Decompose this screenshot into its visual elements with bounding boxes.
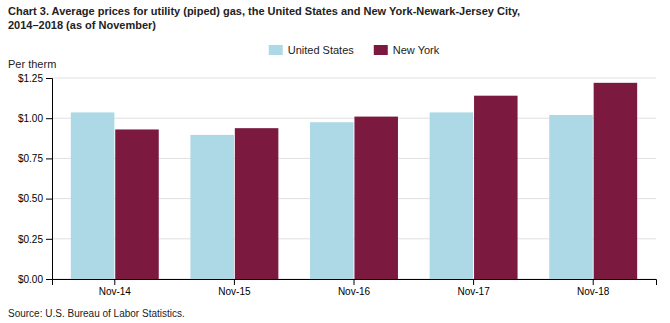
x-tick-label: Nov-16 bbox=[338, 286, 371, 297]
y-tick-label: $1.25 bbox=[18, 73, 43, 84]
x-tick: Nov-16 bbox=[338, 279, 371, 297]
y-label: Per therm bbox=[8, 58, 56, 70]
bar bbox=[190, 135, 234, 279]
y-tick-label: $0.50 bbox=[18, 193, 43, 204]
y-tick-mark bbox=[46, 158, 52, 159]
legend-swatch bbox=[269, 45, 283, 55]
legend: United States New York bbox=[269, 44, 440, 56]
legend-item: New York bbox=[374, 44, 440, 56]
grid bbox=[52, 78, 656, 279]
bar bbox=[594, 83, 638, 279]
y-tick-label: $1.00 bbox=[18, 113, 43, 124]
legend-label: New York bbox=[393, 44, 440, 56]
x-tick-label: Nov-18 bbox=[577, 286, 610, 297]
bar bbox=[354, 117, 398, 279]
title-line: Chart 3. Average prices for utility (pip… bbox=[8, 5, 520, 17]
legend-label: United States bbox=[288, 44, 355, 56]
y-tick-label: $0.25 bbox=[18, 234, 43, 245]
y-tick-label: $0.00 bbox=[18, 274, 43, 285]
y-axis: $0.00 $0.25 $0.50 $0.75 $1.00 $1.25 bbox=[18, 73, 53, 285]
y-tick: $0.50 bbox=[18, 193, 52, 204]
x-tick: Nov-18 bbox=[577, 279, 610, 297]
x-tick: Nov-17 bbox=[457, 279, 490, 297]
x-tick-mark bbox=[234, 279, 235, 285]
x-tick: Nov-14 bbox=[99, 279, 132, 297]
title: Chart 3. Average prices for utility (pip… bbox=[8, 5, 520, 31]
x-tick-mark bbox=[114, 279, 115, 285]
plot: $0.00$0.25$0.50$0.75$1.00$1.25Nov-14Nov-… bbox=[18, 73, 657, 297]
y-tick: $1.25 bbox=[18, 73, 52, 84]
y-tick-label: $0.75 bbox=[18, 153, 43, 164]
x-tick-mark bbox=[473, 279, 474, 285]
bar bbox=[310, 122, 354, 279]
bar bbox=[430, 112, 474, 279]
bar bbox=[235, 128, 279, 279]
bar bbox=[71, 112, 115, 279]
y-tick-mark bbox=[46, 78, 52, 79]
y-tick-mark bbox=[46, 239, 52, 240]
x-tick-label: Nov-17 bbox=[457, 286, 490, 297]
x-axis: Nov-14 Nov-15 Nov-16 Nov-17 Nov-18 bbox=[53, 279, 657, 297]
title-line: 2014–2018 (as of November) bbox=[8, 19, 156, 31]
y-tick: $0.25 bbox=[18, 234, 52, 245]
y-tick: $1.00 bbox=[18, 113, 52, 124]
chart: Chart 3. Average prices for utility (pip… bbox=[0, 0, 670, 323]
bar-series bbox=[115, 83, 637, 279]
x-tick-mark bbox=[354, 279, 355, 285]
bar bbox=[549, 115, 593, 279]
x-tick-mark bbox=[593, 279, 594, 285]
grid-line bbox=[52, 78, 656, 79]
bar bbox=[115, 129, 159, 279]
y-tick-mark bbox=[46, 118, 52, 119]
x-tick-label: Nov-15 bbox=[218, 286, 251, 297]
x-tick-label: Nov-14 bbox=[99, 286, 132, 297]
y-tick: $0.75 bbox=[18, 153, 52, 164]
y-tick-mark bbox=[46, 279, 52, 280]
x-tick: Nov-15 bbox=[218, 279, 251, 297]
legend-swatch bbox=[374, 45, 388, 55]
y-axis-line bbox=[46, 79, 53, 280]
legend-item: United States bbox=[269, 44, 355, 56]
x-axis-line bbox=[53, 280, 657, 286]
bar bbox=[474, 96, 518, 279]
y-tick: $0.00 bbox=[18, 274, 52, 285]
source: Source: U.S. Bureau of Labor Statistics. bbox=[8, 308, 185, 319]
y-tick-mark bbox=[46, 199, 52, 200]
bars bbox=[71, 83, 637, 279]
